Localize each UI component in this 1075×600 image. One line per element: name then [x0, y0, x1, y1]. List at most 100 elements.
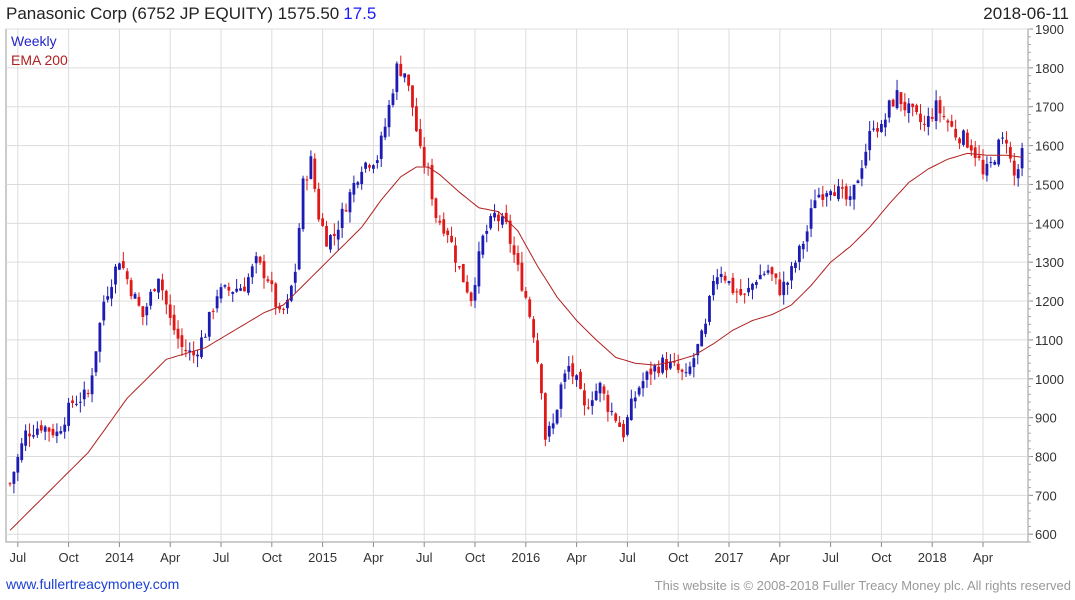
candle-body	[1001, 137, 1004, 139]
candle	[457, 265, 461, 270]
candle-body	[758, 274, 762, 280]
candle	[286, 294, 289, 314]
candle	[727, 280, 731, 286]
candle	[364, 161, 367, 173]
candle-body	[82, 389, 86, 400]
candle-body	[16, 457, 20, 473]
candle-body	[840, 187, 844, 189]
candle	[114, 263, 117, 294]
candle	[1008, 141, 1012, 163]
candle	[110, 279, 113, 307]
candle	[540, 363, 543, 400]
candle-body	[934, 100, 938, 121]
candle	[246, 273, 250, 296]
x-tick-label: 2018	[918, 550, 947, 565]
candle-body	[872, 128, 875, 130]
candle-body	[239, 288, 242, 291]
candle-body	[571, 363, 575, 377]
candle	[958, 137, 961, 150]
candle	[989, 156, 993, 168]
candle-body	[645, 371, 649, 380]
candle	[829, 189, 833, 201]
candle	[864, 143, 868, 169]
candle	[614, 412, 618, 423]
candle-body	[817, 194, 821, 198]
candle	[399, 55, 403, 77]
candle-body	[434, 198, 438, 218]
candle-body	[809, 208, 813, 229]
candle	[743, 293, 747, 304]
y-tick-label: 1900	[1035, 22, 1064, 37]
candle-body	[989, 161, 993, 163]
candle	[907, 98, 911, 123]
candle	[723, 271, 727, 284]
candle	[962, 129, 965, 147]
candle	[965, 129, 969, 149]
candle	[145, 302, 149, 326]
candle	[161, 273, 164, 301]
candle-body	[708, 295, 711, 322]
candle-body	[594, 390, 598, 400]
candle-body	[28, 433, 31, 437]
candle	[618, 416, 621, 428]
candle	[168, 294, 172, 326]
website-link[interactable]: www.fullertreacymoney.com	[6, 576, 180, 592]
candle	[923, 115, 926, 132]
candle	[770, 266, 774, 282]
candle	[602, 384, 606, 401]
candle-body	[243, 286, 246, 292]
candle	[942, 106, 946, 120]
candle	[551, 413, 555, 435]
candle	[688, 361, 692, 376]
candle-body	[958, 138, 961, 144]
candle-body	[360, 171, 364, 185]
candle-body	[297, 227, 301, 270]
candle	[524, 286, 528, 300]
candle	[75, 395, 78, 407]
candle-body	[477, 251, 481, 287]
candle-body	[629, 398, 633, 421]
x-tick-label: Oct	[668, 550, 689, 565]
candle-body	[301, 178, 305, 230]
candle	[676, 354, 680, 374]
candle	[180, 328, 184, 357]
candle	[28, 423, 31, 447]
candle	[184, 339, 188, 358]
candle	[438, 215, 442, 226]
candle-body	[51, 428, 55, 436]
candle-body	[899, 92, 903, 105]
candle-body	[563, 373, 567, 382]
candle-body	[860, 168, 864, 179]
candle	[692, 353, 696, 378]
candle-body	[852, 184, 856, 200]
candle-body	[762, 273, 766, 275]
y-tick-label: 1800	[1035, 61, 1064, 76]
candle	[282, 307, 285, 315]
candle-body	[543, 393, 547, 440]
candle-body	[246, 277, 250, 293]
candle-body	[59, 431, 63, 434]
y-tick-label: 1100	[1035, 333, 1063, 348]
candle	[934, 90, 938, 130]
candle-body	[356, 182, 360, 185]
candle-body	[540, 364, 543, 394]
candle-body	[907, 103, 911, 114]
candle	[102, 295, 106, 326]
candle	[344, 203, 348, 213]
candle	[711, 275, 715, 301]
candle-body	[676, 363, 680, 370]
candle	[59, 426, 63, 435]
candle	[297, 223, 301, 271]
candle	[39, 420, 43, 434]
candle-body	[67, 402, 71, 426]
candle	[270, 271, 274, 292]
candle	[32, 424, 35, 439]
candle	[887, 99, 891, 123]
candle-body	[891, 99, 895, 107]
candle-body	[743, 293, 747, 295]
candle-body	[528, 299, 532, 317]
candle-body	[192, 350, 196, 356]
candle-body	[868, 131, 872, 151]
candle	[469, 291, 473, 307]
candle-body	[94, 351, 98, 373]
